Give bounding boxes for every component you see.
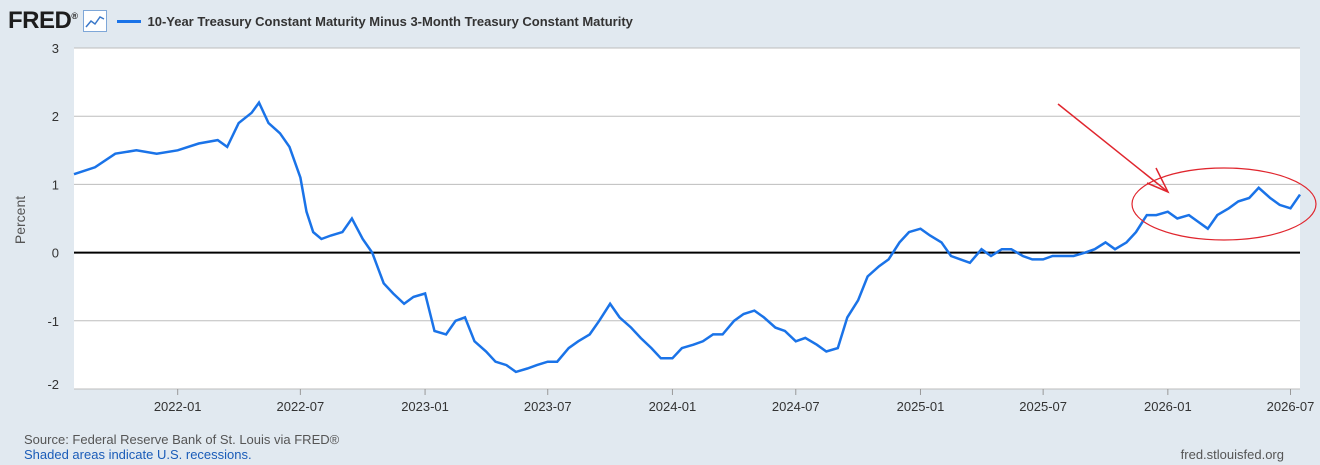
- site-link[interactable]: fred.stlouisfed.org: [1180, 447, 1284, 462]
- y-tick-label: -1: [47, 314, 59, 329]
- fred-logo[interactable]: FRED®: [8, 7, 78, 34]
- plot-area: [74, 48, 1300, 389]
- legend-swatch: [117, 19, 142, 23]
- y-axis-ticks: -2 -1 0 1 2 3: [47, 41, 59, 392]
- x-tick-label: 2023-07: [524, 399, 572, 414]
- y-tick-label: 0: [52, 246, 59, 261]
- annotation-ellipse: [1131, 167, 1317, 241]
- y-tick-label: 2: [52, 109, 59, 124]
- gridlines: [74, 47, 1300, 390]
- y-tick-label: -2: [47, 377, 59, 392]
- legend-series-label: 10-Year Treasury Constant Maturity Minus…: [147, 13, 633, 29]
- x-tick-label: 2022-07: [276, 399, 324, 414]
- x-tick-label: 2023-01: [401, 399, 449, 414]
- annotation-arrowhead: [1146, 167, 1170, 194]
- y-tick-label: 1: [52, 177, 59, 192]
- series-line: [73, 100, 1302, 374]
- x-tick-label: 2024-01: [649, 399, 697, 414]
- x-tick-label: 2026-07: [1267, 399, 1315, 414]
- source-text: Source: Federal Reserve Bank of St. Loui…: [24, 432, 340, 447]
- y-tick-label: 3: [52, 41, 59, 56]
- y-axis-label: Percent: [12, 196, 28, 244]
- x-tick-label: 2024-07: [772, 399, 820, 414]
- chart-header: FRED® 10-Year Treasury Constant Maturity…: [8, 6, 633, 36]
- x-tick-label: 2022-01: [154, 399, 202, 414]
- x-axis-ticks: 2022-01 2022-07 2023-01 2023-07 2024-01 2024-…: [154, 389, 1315, 414]
- x-tick-label: 2026-01: [1144, 399, 1192, 414]
- recession-note-link[interactable]: Shaded areas indicate U.S. recessions.: [24, 447, 252, 462]
- footer-source: Source: Federal Reserve Bank of St. Loui…: [24, 432, 339, 462]
- x-tick-label: 2025-07: [1019, 399, 1067, 414]
- annotation-group: [1057, 103, 1317, 241]
- annotation-arrow: [1057, 103, 1169, 193]
- x-tick-label: 2025-01: [897, 399, 945, 414]
- line-chart-icon: [83, 10, 108, 32]
